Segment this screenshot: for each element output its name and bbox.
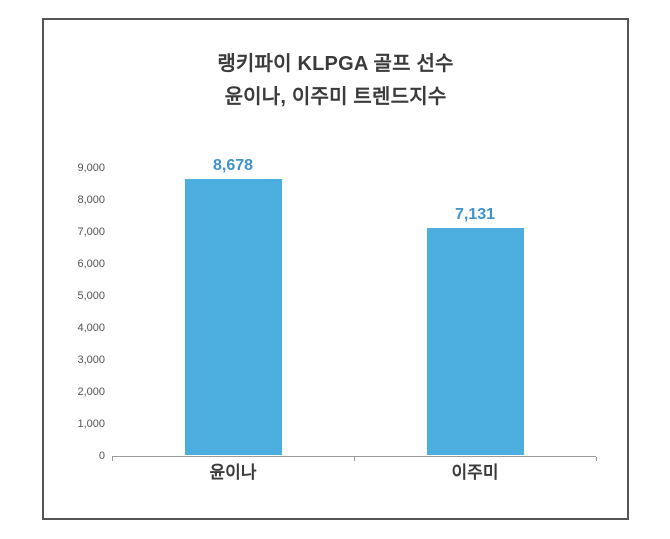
y-axis-tick-label: 8,000 xyxy=(77,194,105,207)
y-axis-tick-label: 0 xyxy=(98,449,105,462)
y-axis-tick-label: 3,000 xyxy=(77,353,105,366)
y-axis-tick-label: 5,000 xyxy=(77,289,105,302)
y-axis-tick-label: 6,000 xyxy=(77,258,105,271)
x-axis-category-label: 윤이나 xyxy=(209,462,257,482)
y-axis-tick-label: 1,000 xyxy=(77,417,105,430)
y-axis-tick-label: 9,000 xyxy=(77,162,105,175)
y-axis-tick-label: 7,000 xyxy=(77,226,105,239)
x-axis-tick xyxy=(596,456,597,461)
x-axis-tick xyxy=(354,456,355,461)
chart-title: 랭키파이 KLPGA 골프 선수 윤이나, 이주미 트렌드지수 xyxy=(44,48,627,114)
bar-value-label: 7,131 xyxy=(454,205,496,223)
chart-title-line-1: 랭키파이 KLPGA 골프 선수 xyxy=(217,53,454,75)
y-axis-tick-label: 2,000 xyxy=(77,385,105,398)
x-axis-line xyxy=(112,455,596,457)
bar xyxy=(426,227,524,456)
x-axis-tick xyxy=(112,456,113,461)
bar-value-label: 8,678 xyxy=(212,156,254,174)
x-axis-category-label: 이주미 xyxy=(451,462,499,482)
chart-frame: 랭키파이 KLPGA 골프 선수 윤이나, 이주미 트렌드지수 0 1,000 2,… xyxy=(42,18,629,520)
bar xyxy=(184,178,282,456)
y-axis-tick-label: 4,000 xyxy=(77,321,105,334)
plot-area: 0 1,000 2,000 3,000 4,000 5,000 6,000 7,000 8,00… xyxy=(44,20,627,518)
chart-title-line-2: 윤이나, 이주미 트렌드지수 xyxy=(224,86,447,108)
